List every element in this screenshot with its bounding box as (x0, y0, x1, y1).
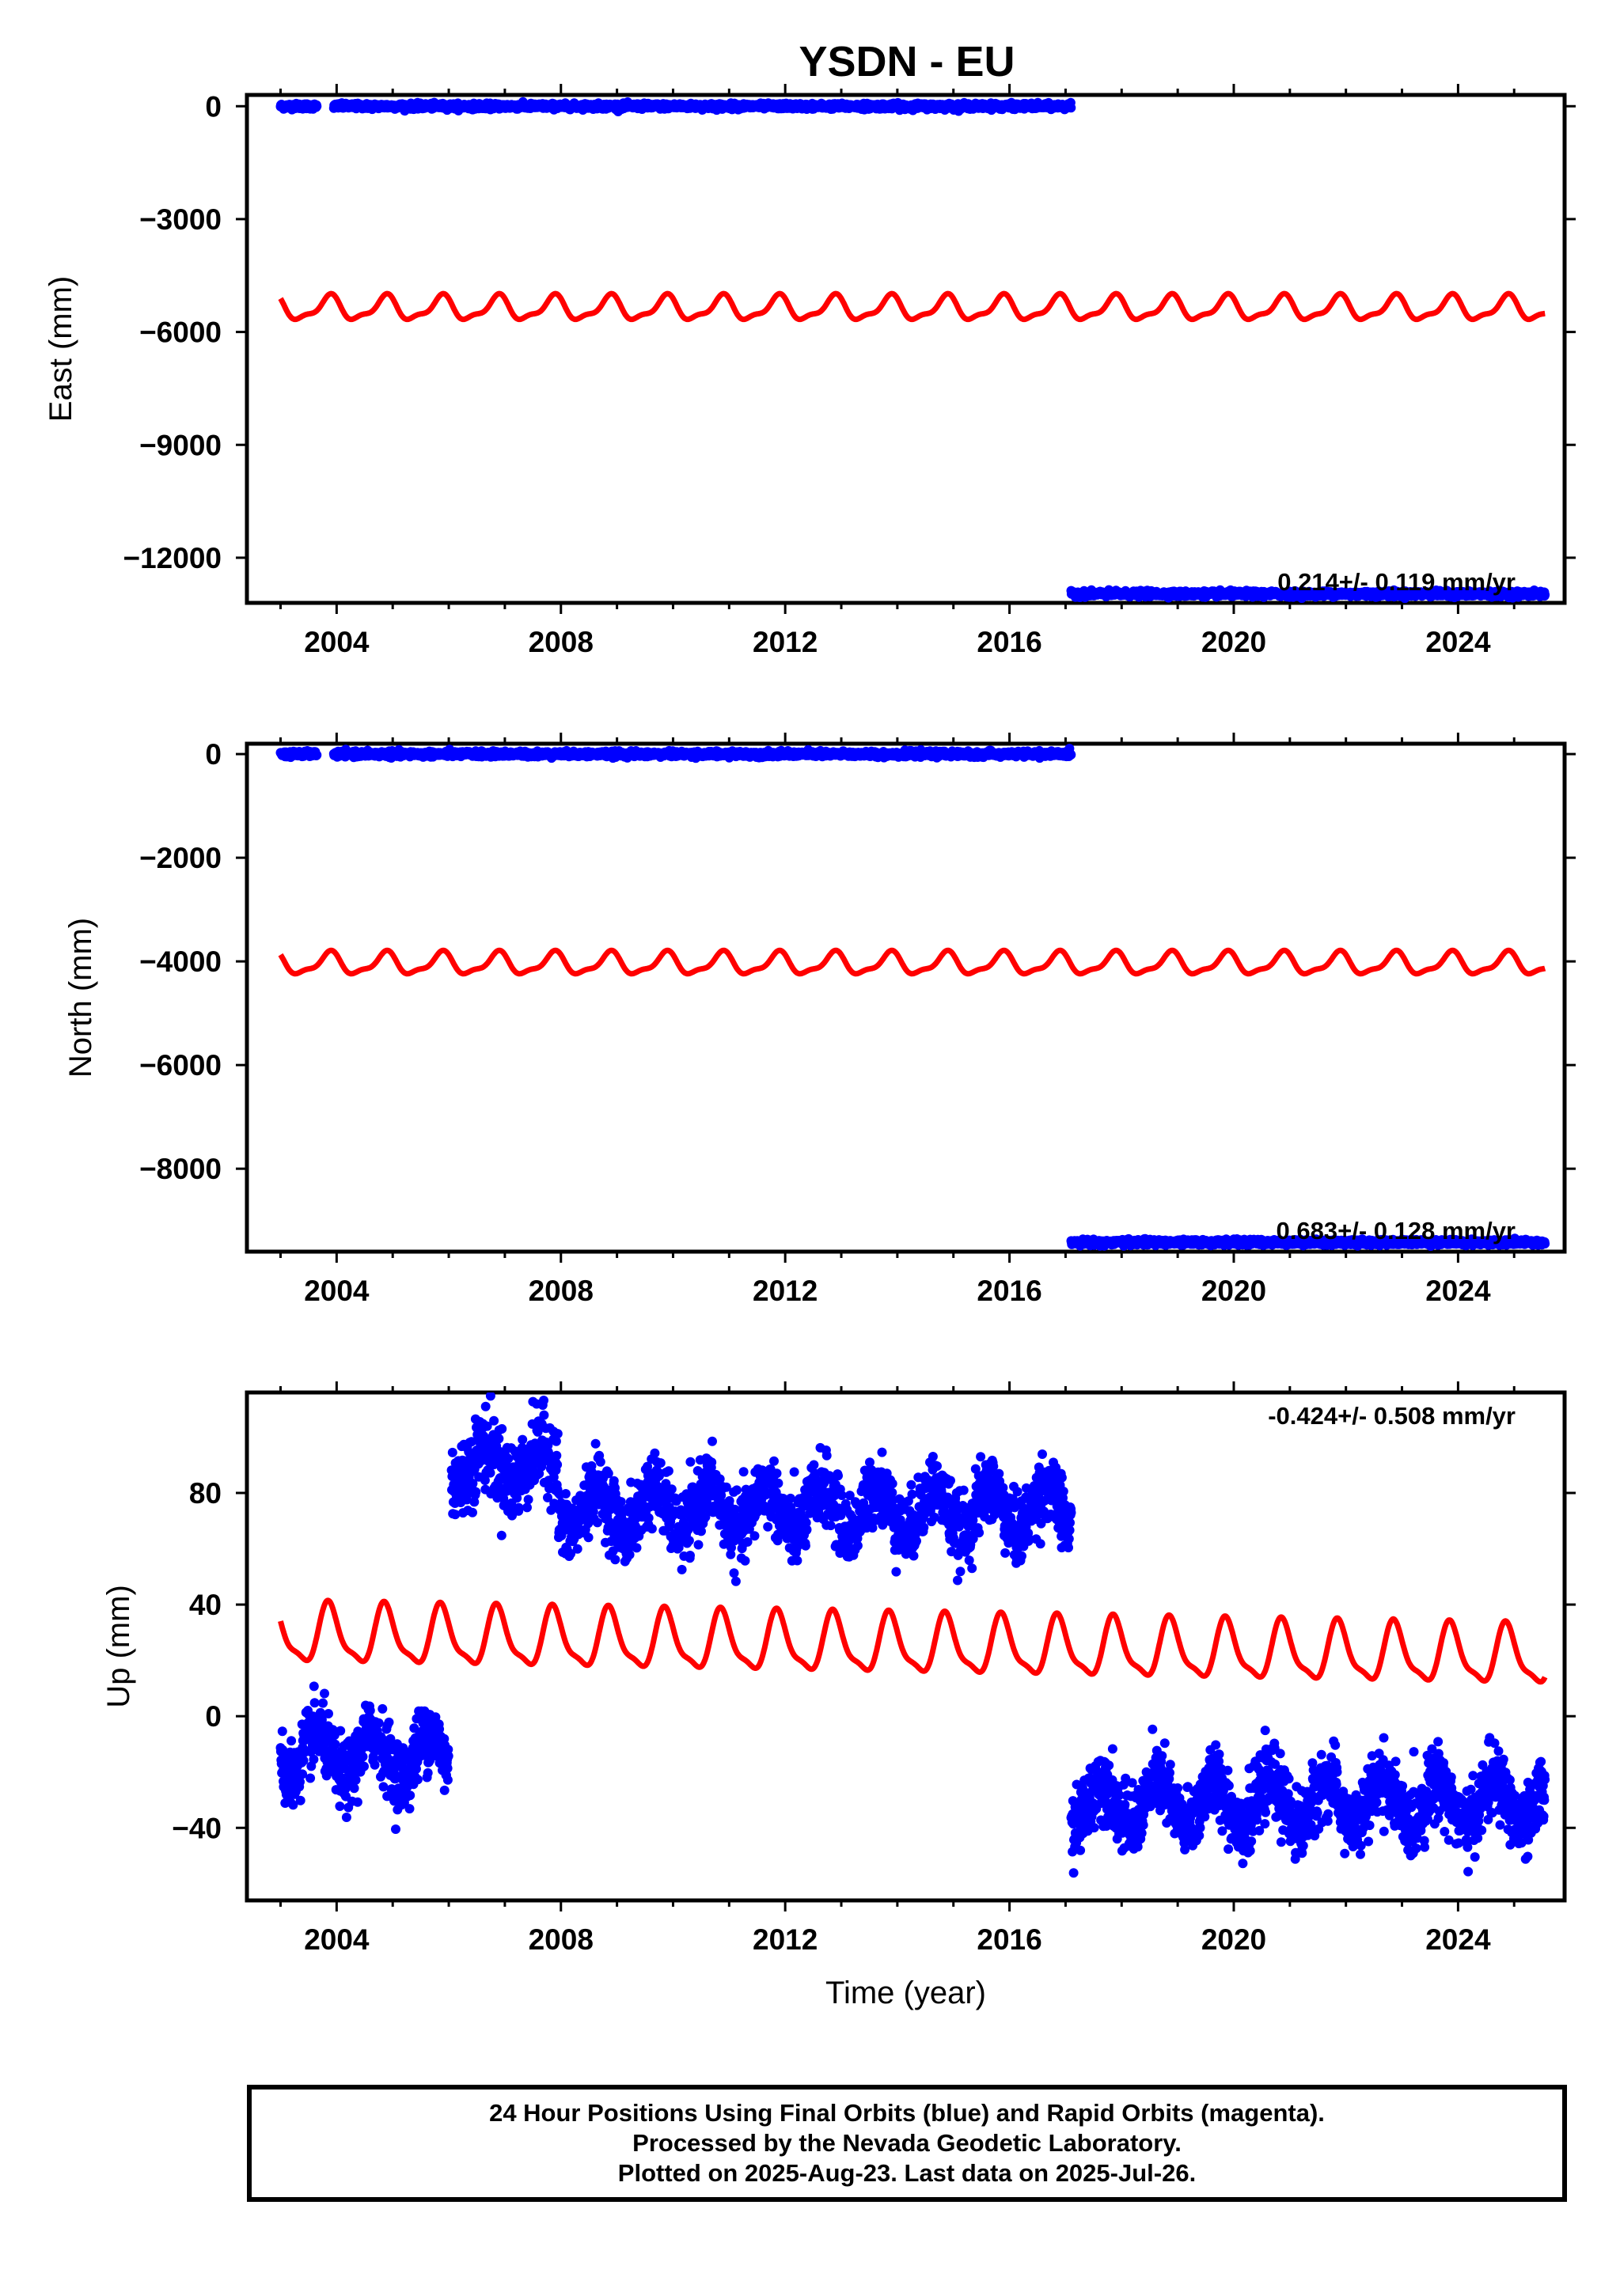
final-orbit-series (275, 97, 1550, 603)
plot-frame (245, 741, 1567, 1254)
x-tick-label: 2012 (753, 1275, 818, 1307)
y-tick-label: −6000 (139, 1049, 222, 1082)
x-tick-label: 2012 (753, 626, 818, 658)
final-position-point (312, 750, 322, 760)
final-position-point (312, 101, 322, 112)
x-tick-label: 2016 (977, 626, 1041, 658)
data-layer (275, 744, 1550, 1251)
x-tick-label: 2004 (304, 1275, 370, 1307)
north-panel: 2004 2008 2012 2016 2020 2024 0 −2000 −4000 −6000… (63, 733, 1576, 1307)
x-tick-label: 2024 (1425, 1275, 1491, 1307)
final-position-point (1066, 103, 1076, 113)
east-panel: 2004 2008 2012 2016 2020 2024 0 −3000 −6000 −9000… (44, 84, 1576, 658)
y-tick-label: −6000 (139, 316, 222, 349)
x-tick-label: 2020 (1201, 1275, 1266, 1307)
y-axis-title: North (mm) (63, 918, 98, 1078)
y-tick-label: −4000 (139, 945, 222, 978)
chart-title: YSDN - EU (799, 38, 1015, 85)
y-tick-label: −12000 (123, 542, 222, 574)
x-tick-label: 2008 (529, 626, 594, 658)
y-tick-label: −8000 (139, 1153, 222, 1185)
x-tick-label: 2020 (1201, 626, 1266, 658)
x-tick-label: 2016 (977, 1275, 1041, 1307)
plot-frame (245, 93, 1567, 605)
x-tick-label: 2008 (529, 1275, 594, 1307)
final-orbit-series (275, 744, 1550, 1251)
y-tick-label: 0 (205, 90, 222, 123)
final-position-point (1540, 589, 1550, 600)
y-tick-label: 0 (205, 738, 222, 771)
y-tick-label: −3000 (139, 203, 222, 236)
velocity-rate-label: 0.214+/- 0.119 mm/yr (1277, 568, 1516, 596)
x-tick-label: 2004 (304, 626, 370, 658)
seasonal-model-curve (278, 290, 1547, 323)
y-tick-label: −9000 (139, 429, 222, 461)
y-tick-label: −2000 (139, 842, 222, 874)
x-tick-label: 2024 (1425, 626, 1491, 658)
data-layer (275, 97, 1550, 603)
y-axis-title: East (mm) (44, 276, 78, 422)
